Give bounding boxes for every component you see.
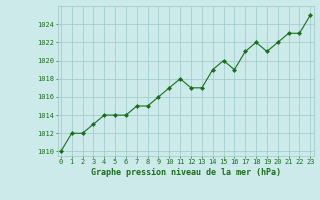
X-axis label: Graphe pression niveau de la mer (hPa): Graphe pression niveau de la mer (hPa) bbox=[91, 168, 281, 177]
